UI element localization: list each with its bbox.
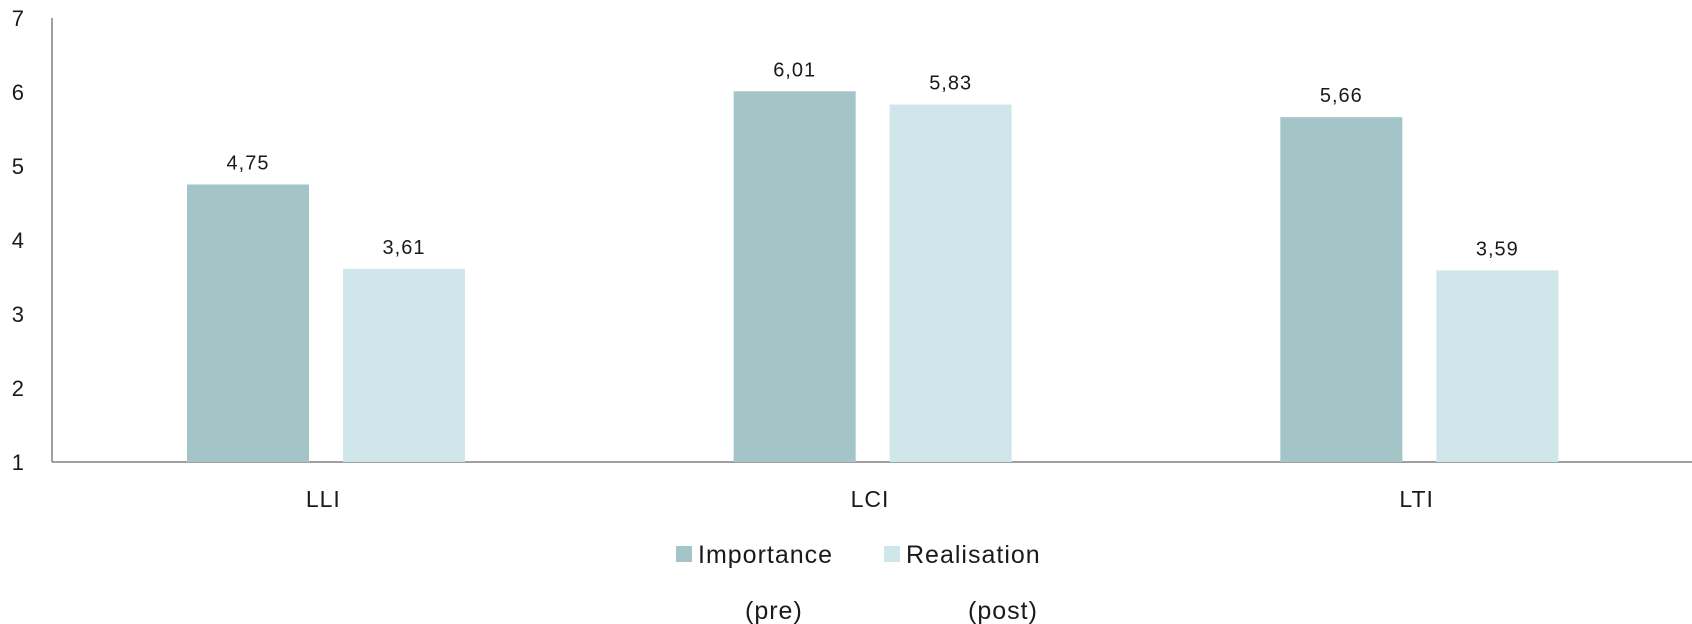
data-label: 4,75 — [227, 153, 270, 175]
data-label: 6,01 — [773, 59, 816, 81]
legend: Importance (pre) Realisation (post) — [676, 541, 1041, 624]
legend-label: Realisation — [906, 541, 1041, 569]
y-tick-label: 4 — [12, 228, 24, 253]
legend-swatch — [676, 546, 692, 562]
bar — [889, 104, 1012, 462]
x-tick-label: LTI — [1399, 486, 1434, 512]
bar — [187, 184, 309, 462]
x-axis: LLI LCI LTI — [52, 461, 1692, 512]
legend-label: Importance — [698, 541, 833, 569]
y-tick-label: 3 — [12, 302, 24, 327]
x-tick-label: LCI — [851, 486, 890, 512]
data-label: 3,61 — [383, 237, 426, 259]
bars-group: 4,75 3,61 6,01 5,83 5,66 3,59 — [187, 59, 1559, 462]
y-tick-label: 2 — [12, 376, 24, 401]
y-tick-label: 1 — [12, 450, 24, 475]
y-tick-label: 5 — [12, 154, 24, 179]
y-tick-label: 7 — [12, 6, 24, 31]
legend-sublabel: (post) — [968, 597, 1038, 624]
bar — [1436, 270, 1559, 462]
data-label: 5,83 — [929, 73, 972, 95]
y-axis: 1 2 3 4 5 6 7 — [12, 6, 53, 475]
y-tick-label: 6 — [12, 80, 24, 105]
bar — [343, 268, 465, 462]
bar — [733, 91, 856, 462]
legend-swatch — [884, 546, 900, 562]
data-label: 5,66 — [1320, 85, 1363, 107]
x-tick-label: LLI — [306, 486, 341, 512]
data-label: 3,59 — [1476, 238, 1519, 260]
legend-sublabel: (pre) — [745, 597, 803, 624]
bar — [1280, 117, 1403, 462]
